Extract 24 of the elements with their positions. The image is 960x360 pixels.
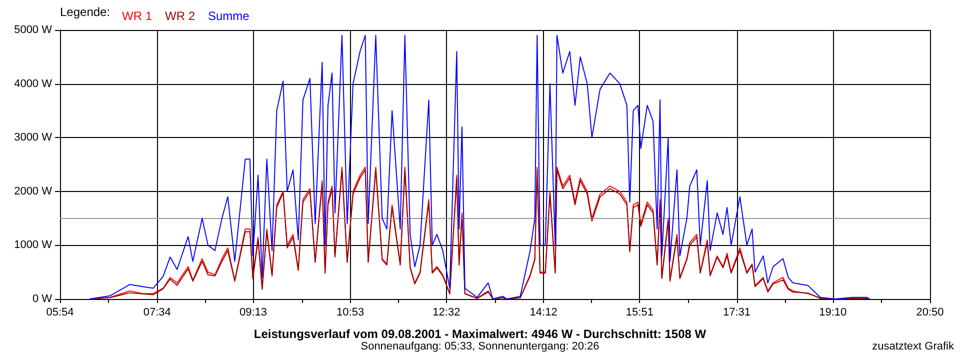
y-tick-label: 1000 W — [14, 239, 53, 252]
x-tick-label: 10:53 — [336, 306, 364, 318]
y-tick-label: 0 W — [32, 293, 53, 305]
text: zusatztext Grafik — [872, 340, 954, 352]
text: Summe — [208, 9, 250, 23]
x-tick-label: 07:34 — [143, 306, 171, 318]
x-tick-label: 17:31 — [723, 306, 751, 318]
y-tick-label: 3000 W — [14, 132, 53, 144]
y-tick-label: 5000 W — [14, 24, 53, 36]
x-tick-label: 12:32 — [432, 306, 460, 318]
y-tick-label: 4000 W — [14, 78, 53, 90]
x-tick-label: 09:13 — [239, 306, 267, 318]
text: WR 2 — [165, 9, 196, 23]
text: WR 1 — [122, 9, 152, 23]
x-tick-label: 20:50 — [916, 306, 944, 318]
legend-title: Legende: — [60, 5, 110, 19]
x-tick-label: 14:12 — [530, 306, 558, 318]
x-tick-label: 15:51 — [626, 306, 654, 318]
y-tick-label: 2000 W — [14, 185, 53, 198]
text: Leistungsverlauf vom 09.08.2001 - Maximalwert: 4946 W - Durchschnitt: 1508 W — [254, 327, 707, 341]
x-tick-label: 19:10 — [819, 306, 847, 318]
line-series — [89, 34, 870, 300]
text: Sonnenaufgang: 05:33, Sonnenuntergang: 20:26 — [360, 340, 600, 352]
x-tick-label: 05:54 — [46, 306, 74, 318]
